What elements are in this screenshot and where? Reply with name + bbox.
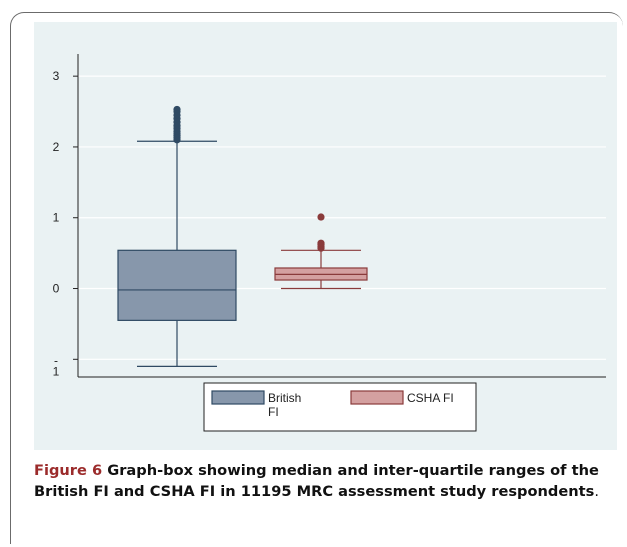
- y-tick-label: 2: [53, 140, 60, 154]
- y-tick-label: 1: [53, 364, 60, 378]
- legend-swatch: [211, 390, 265, 405]
- legend-label: British: [268, 391, 301, 405]
- legend-label: CSHA FI: [407, 391, 454, 405]
- figure-caption-text: Graph-box showing median and inter-quart…: [34, 462, 599, 500]
- y-tick-label: 0: [53, 282, 60, 296]
- plot-area: [78, 62, 606, 377]
- y-tick-label: -: [54, 353, 58, 367]
- outlier-point: [173, 105, 181, 114]
- y-tick-label: 3: [53, 69, 60, 83]
- box-2: [274, 213, 368, 290]
- grid-lines: [78, 62, 606, 377]
- boxes: [117, 105, 368, 367]
- figure-caption-tail: .: [594, 483, 599, 500]
- legend-label: FI: [268, 405, 279, 419]
- outlier-point: [317, 239, 325, 247]
- y-tick-label: 1: [53, 211, 60, 225]
- box-1: [117, 105, 237, 367]
- figure-caption: Figure 6 Graph-box showing median and in…: [34, 460, 614, 502]
- outlier-point: [317, 213, 325, 221]
- figure-frame: [10, 12, 623, 544]
- legend-swatch: [350, 390, 404, 405]
- figure-label: Figure 6: [34, 462, 103, 479]
- iqr-box: [117, 249, 237, 321]
